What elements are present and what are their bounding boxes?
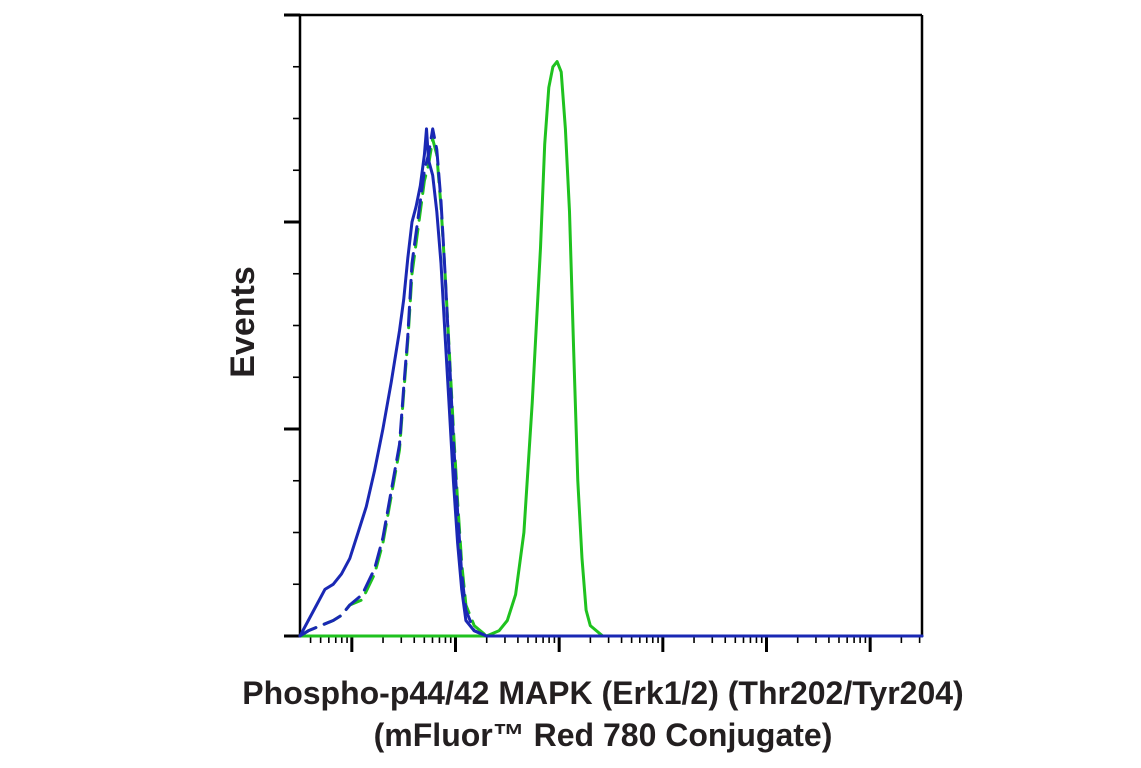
plot-frame — [298, 13, 924, 638]
histogram-series — [298, 60, 924, 638]
series-line-4 — [298, 127, 924, 638]
series-line-1 — [298, 137, 924, 638]
x-axis-label-line-1: Phospho-p44/42 MAPK (Erk1/2) (Thr202/Tyr… — [242, 675, 963, 711]
series-line-2 — [298, 60, 924, 638]
series-line-3 — [298, 127, 924, 638]
y-axis-label: Events — [224, 266, 262, 378]
x-axis-label-line-2: (mFluor™ Red 780 Conjugate) — [374, 717, 833, 753]
x-axis-ticks — [309, 636, 921, 652]
y-axis-ticks — [284, 13, 300, 638]
